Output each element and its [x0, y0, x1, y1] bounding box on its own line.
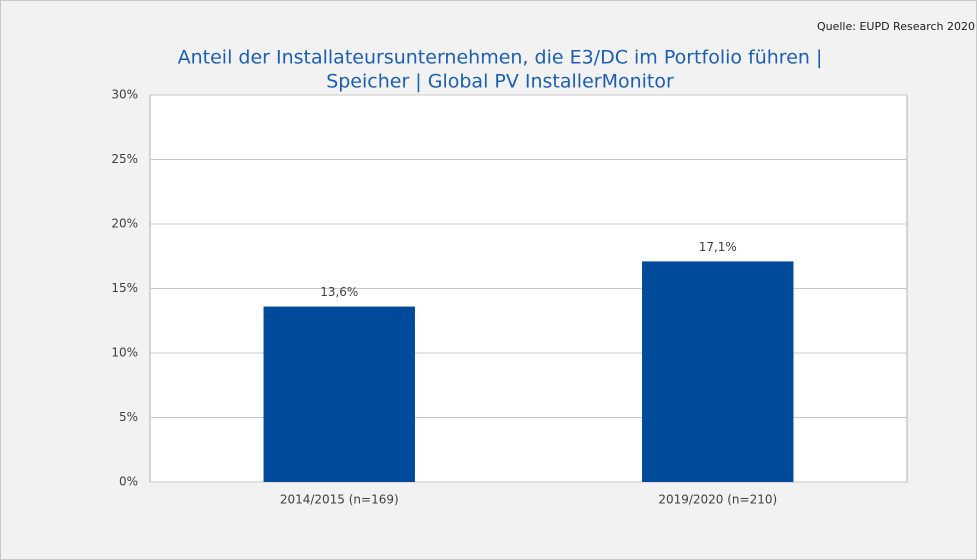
chart-title: Speicher | Global PV InstallerMonitor	[326, 71, 674, 93]
y-tick-label: 15%	[111, 281, 138, 295]
y-tick-label: 0%	[119, 475, 138, 489]
y-tick-label: 10%	[111, 346, 138, 360]
y-tick-label: 25%	[111, 152, 138, 166]
bar	[263, 306, 415, 482]
y-tick-label: 20%	[111, 217, 138, 231]
x-tick-label: 2019/2020 (n=210)	[658, 493, 777, 507]
data-label: 17,1%	[699, 240, 737, 254]
source-note: Quelle: EUPD Research 2020	[817, 20, 975, 33]
chart-title: Anteil der Installateursunternehmen, die…	[178, 47, 823, 69]
y-tick-label: 5%	[119, 410, 138, 424]
data-label: 13,6%	[320, 285, 358, 299]
y-tick-label: 30%	[111, 88, 138, 102]
x-tick-label: 2014/2015 (n=169)	[280, 493, 399, 507]
bar	[642, 261, 794, 482]
